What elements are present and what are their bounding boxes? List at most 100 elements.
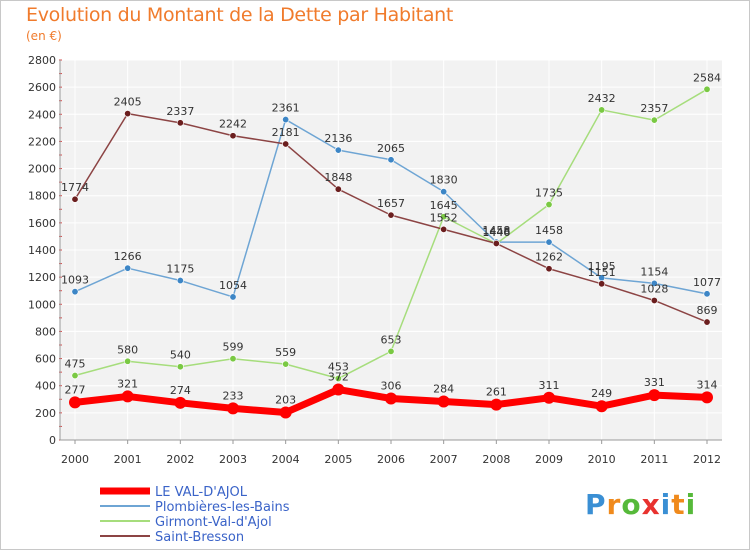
data-label: 306: [381, 379, 402, 392]
data-label: 1448: [482, 225, 510, 238]
data-label: 1446: [482, 226, 510, 239]
y-tick-label: 400: [35, 380, 56, 393]
data-label: 1458: [535, 224, 563, 237]
data-label: 1093: [61, 274, 89, 287]
data-point: [545, 265, 553, 273]
data-point: [543, 391, 555, 404]
data-label: 1657: [377, 197, 405, 210]
data-label: 1054: [219, 279, 247, 292]
legend-label: Girmont-Val-d'Ajol: [155, 515, 272, 530]
data-point: [437, 395, 450, 408]
data-label: 2181: [272, 126, 300, 139]
logo-letter: P: [585, 488, 607, 521]
data-point: [121, 390, 134, 403]
data-label: 314: [697, 378, 718, 391]
data-point: [545, 201, 553, 209]
legend-label: Plombières-les-Bains: [155, 500, 290, 515]
data-label: 653: [381, 333, 402, 346]
y-tick-label: 200: [35, 407, 56, 420]
y-tick-label: 1000: [28, 298, 56, 311]
data-point: [595, 400, 608, 413]
data-point: [598, 280, 606, 288]
x-tick-label: 2004: [272, 453, 300, 466]
data-point: [124, 357, 132, 365]
data-point: [648, 389, 661, 402]
data-point: [387, 211, 395, 219]
data-point: [124, 110, 132, 118]
data-label: 1266: [114, 250, 142, 263]
data-point: [492, 239, 500, 247]
data-point: [387, 347, 395, 355]
data-point: [703, 318, 711, 326]
chart-subtitle: (en €): [26, 29, 62, 43]
x-tick-label: 2010: [588, 453, 616, 466]
logo-letter: i: [685, 488, 697, 521]
y-tick-label: 600: [35, 353, 56, 366]
x-tick-label: 2002: [166, 453, 194, 466]
x-tick-label: 2008: [482, 453, 510, 466]
logo-letter: i: [660, 488, 672, 521]
logo-letter: x: [641, 488, 661, 521]
data-label: 2405: [114, 96, 142, 109]
chart-title: Evolution du Montant de la Dette par Hab…: [26, 4, 454, 26]
data-label: 1151: [588, 266, 616, 279]
data-label: 475: [65, 358, 86, 371]
logo-letter: r: [606, 488, 622, 521]
x-tick-label: 2003: [219, 453, 247, 466]
x-tick-label: 2005: [324, 453, 352, 466]
data-point: [279, 406, 292, 419]
data-point: [176, 363, 184, 371]
data-label: 453: [328, 361, 349, 374]
data-label: 1774: [61, 181, 89, 194]
data-point: [282, 140, 290, 148]
y-tick-label: 2800: [28, 54, 56, 67]
data-point: [71, 288, 79, 296]
data-label: 261: [486, 386, 507, 399]
x-tick-label: 2011: [640, 453, 668, 466]
data-point: [334, 185, 342, 193]
data-label: 1175: [166, 263, 194, 276]
data-point: [598, 106, 606, 114]
data-point: [334, 375, 342, 383]
data-point: [650, 296, 658, 304]
legend-label: Saint-Bresson: [155, 530, 244, 545]
data-point: [703, 85, 711, 93]
legend-label: LE VAL-D'AJOL: [155, 485, 248, 500]
data-label: 2337: [166, 105, 194, 118]
data-label: 2357: [640, 102, 668, 115]
data-point: [71, 195, 79, 203]
x-tick-label: 2009: [535, 453, 563, 466]
data-label: 1552: [430, 211, 458, 224]
data-label: 331: [644, 376, 665, 389]
x-tick-label: 2007: [430, 453, 458, 466]
data-point: [440, 188, 448, 196]
data-label: 2136: [324, 132, 352, 145]
data-label: 372: [328, 371, 349, 384]
data-point: [440, 225, 448, 233]
data-label: 1458: [482, 224, 510, 237]
data-point: [174, 396, 187, 409]
y-tick-label: 2200: [28, 135, 56, 148]
data-label: 2065: [377, 142, 405, 155]
data-point: [71, 372, 79, 380]
data-point: [545, 238, 553, 246]
data-point: [227, 402, 239, 415]
data-label: 274: [170, 384, 191, 397]
data-label: 869: [697, 304, 718, 317]
y-tick-label: 1800: [28, 190, 56, 203]
data-label: 1830: [430, 174, 458, 187]
data-label: 277: [65, 383, 86, 396]
data-point: [490, 398, 503, 411]
data-point: [229, 293, 237, 301]
data-point: [69, 396, 81, 409]
data-label: 1645: [430, 199, 458, 212]
y-tick-label: 2000: [28, 163, 56, 176]
data-point: [701, 391, 713, 404]
data-point: [332, 383, 345, 396]
data-point: [282, 360, 290, 368]
data-point: [703, 290, 711, 298]
data-point: [334, 146, 342, 154]
data-point: [176, 119, 184, 127]
x-tick-label: 2001: [114, 453, 142, 466]
data-point: [229, 355, 237, 363]
